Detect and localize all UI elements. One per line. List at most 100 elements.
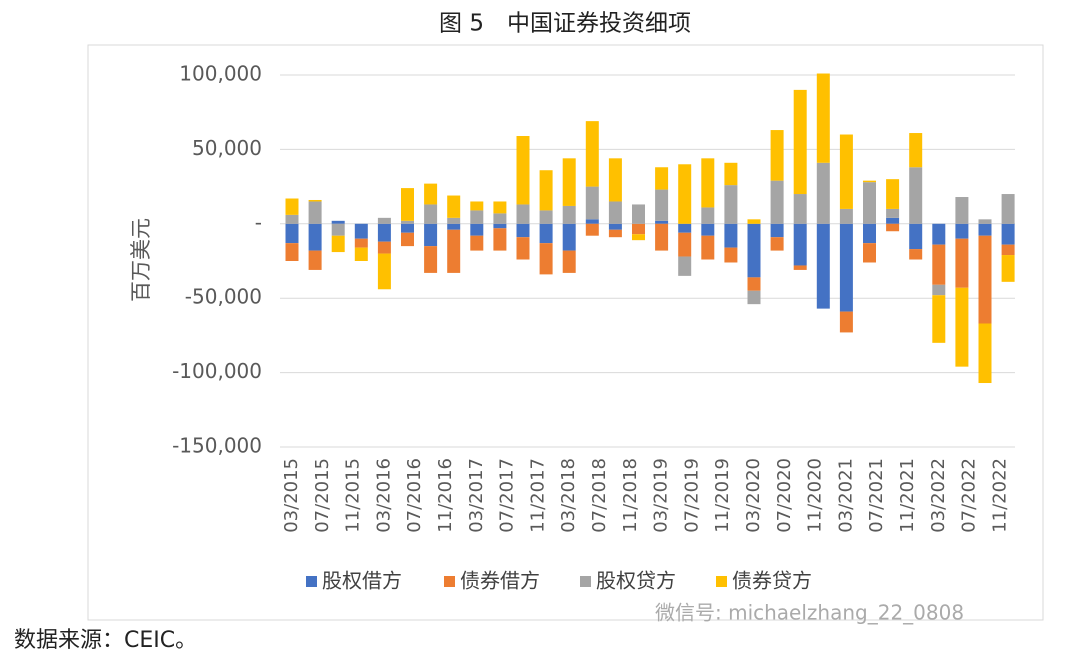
- bar-segment: [678, 256, 692, 276]
- bar-segment: [816, 73, 830, 163]
- bar-segment: [655, 223, 669, 251]
- bar-segment: [447, 195, 461, 218]
- bar-segment: [863, 180, 876, 183]
- bar-segment: [377, 241, 391, 254]
- legend-label: 股权借方: [322, 569, 402, 593]
- bar-segment: [308, 199, 322, 202]
- x-tick-label: 11/2020: [805, 458, 826, 533]
- bar-segment: [747, 223, 761, 278]
- bar-segment: [909, 167, 923, 224]
- bar-segment: [678, 164, 692, 224]
- page-title: 图 5 中国证券投资细项: [439, 11, 691, 37]
- bar-segment: [863, 223, 876, 244]
- bar-segment: [932, 284, 946, 296]
- bar-segment: [793, 265, 807, 270]
- x-tick-label: 03/2019: [651, 458, 672, 533]
- bar-segment: [608, 229, 622, 238]
- bar-segment: [447, 223, 461, 230]
- y-tick-label: -: [255, 210, 262, 234]
- bar-segment: [701, 207, 715, 224]
- bar-segment: [932, 244, 946, 285]
- bar-segment: [285, 198, 299, 215]
- x-tick-label: 07/2015: [312, 458, 333, 533]
- bar-segment: [747, 277, 761, 291]
- bar-segment: [909, 249, 923, 260]
- bar-segment: [562, 205, 576, 224]
- bar-segment: [308, 250, 322, 270]
- bar-segment: [1001, 255, 1015, 282]
- bar-segment: [886, 208, 900, 218]
- bar-segment: [839, 134, 853, 209]
- bar-segment: [516, 223, 530, 238]
- x-tick-label: 11/2018: [620, 458, 641, 533]
- bar-segment: [932, 223, 946, 245]
- bar-segment: [354, 238, 368, 248]
- bar-segment: [978, 219, 992, 224]
- bar-segment: [424, 246, 438, 273]
- x-tick-label: 03/2022: [928, 458, 949, 533]
- bar-segment: [401, 220, 414, 224]
- bar-segment: [978, 323, 992, 384]
- bar-segment: [470, 210, 484, 224]
- y-tick-label: -50,000: [185, 285, 262, 309]
- bar-segment: [770, 237, 784, 251]
- bar-segment: [401, 223, 414, 233]
- bar-segment: [724, 247, 738, 263]
- bar-segment: [285, 214, 299, 224]
- bar-segment: [354, 223, 368, 239]
- legend-swatch: [444, 576, 455, 587]
- legend-label: 债券贷方: [732, 569, 812, 593]
- bar-segment: [331, 220, 345, 224]
- bar-segment: [701, 223, 715, 236]
- bar-segment: [377, 223, 391, 242]
- y-tick-label: 100,000: [179, 62, 262, 86]
- x-tick-label: 03/2020: [743, 458, 764, 533]
- bar-segment: [424, 183, 438, 205]
- bar-segment: [424, 204, 438, 224]
- bar-segment: [909, 223, 923, 250]
- bar-segment: [770, 180, 784, 224]
- bar-segment: [377, 217, 391, 224]
- x-tick-label: 11/2022: [989, 458, 1010, 533]
- bar-segment: [632, 204, 645, 224]
- y-tick-label: 50,000: [192, 136, 262, 160]
- bar-segment: [331, 223, 345, 236]
- bar-segment: [470, 235, 484, 251]
- bar-segment: [493, 228, 507, 251]
- bar-segment: [701, 158, 715, 208]
- bar-segment: [585, 223, 599, 236]
- legend-swatch: [716, 576, 727, 587]
- bar-segment: [632, 234, 645, 241]
- bar-segment: [562, 223, 576, 251]
- x-tick-label: 07/2019: [681, 458, 702, 533]
- bar-segment: [539, 210, 553, 224]
- bar-segment: [562, 158, 576, 206]
- x-tick-label: 07/2022: [959, 458, 980, 533]
- bar-segment: [724, 185, 738, 224]
- bar-segment: [793, 194, 807, 224]
- bar-segment: [401, 232, 414, 247]
- bar-segment: [886, 217, 900, 224]
- bar-segment: [839, 223, 853, 312]
- source-note: 数据来源：CEIC。: [14, 628, 197, 653]
- y-axis-label: 百万美元: [129, 218, 153, 302]
- bar-segment: [955, 197, 969, 224]
- legend-label: 债券借方: [460, 569, 540, 593]
- bar-segment: [747, 290, 761, 305]
- bar-segment: [354, 247, 368, 261]
- chart-frame: [87, 44, 1044, 621]
- bar-segment: [701, 235, 715, 260]
- bar-segment: [770, 130, 784, 181]
- bar-segment: [632, 223, 645, 235]
- legend-swatch: [306, 576, 317, 587]
- bar-segment: [978, 235, 992, 324]
- bar-segment: [863, 243, 876, 263]
- bar-segment: [886, 223, 900, 232]
- legend-swatch: [580, 576, 591, 587]
- bar-segment: [863, 182, 876, 224]
- x-tick-label: 03/2018: [558, 458, 579, 533]
- bar-segment: [516, 136, 530, 205]
- bar-segment: [539, 243, 553, 275]
- y-tick-label: -150,000: [172, 434, 262, 458]
